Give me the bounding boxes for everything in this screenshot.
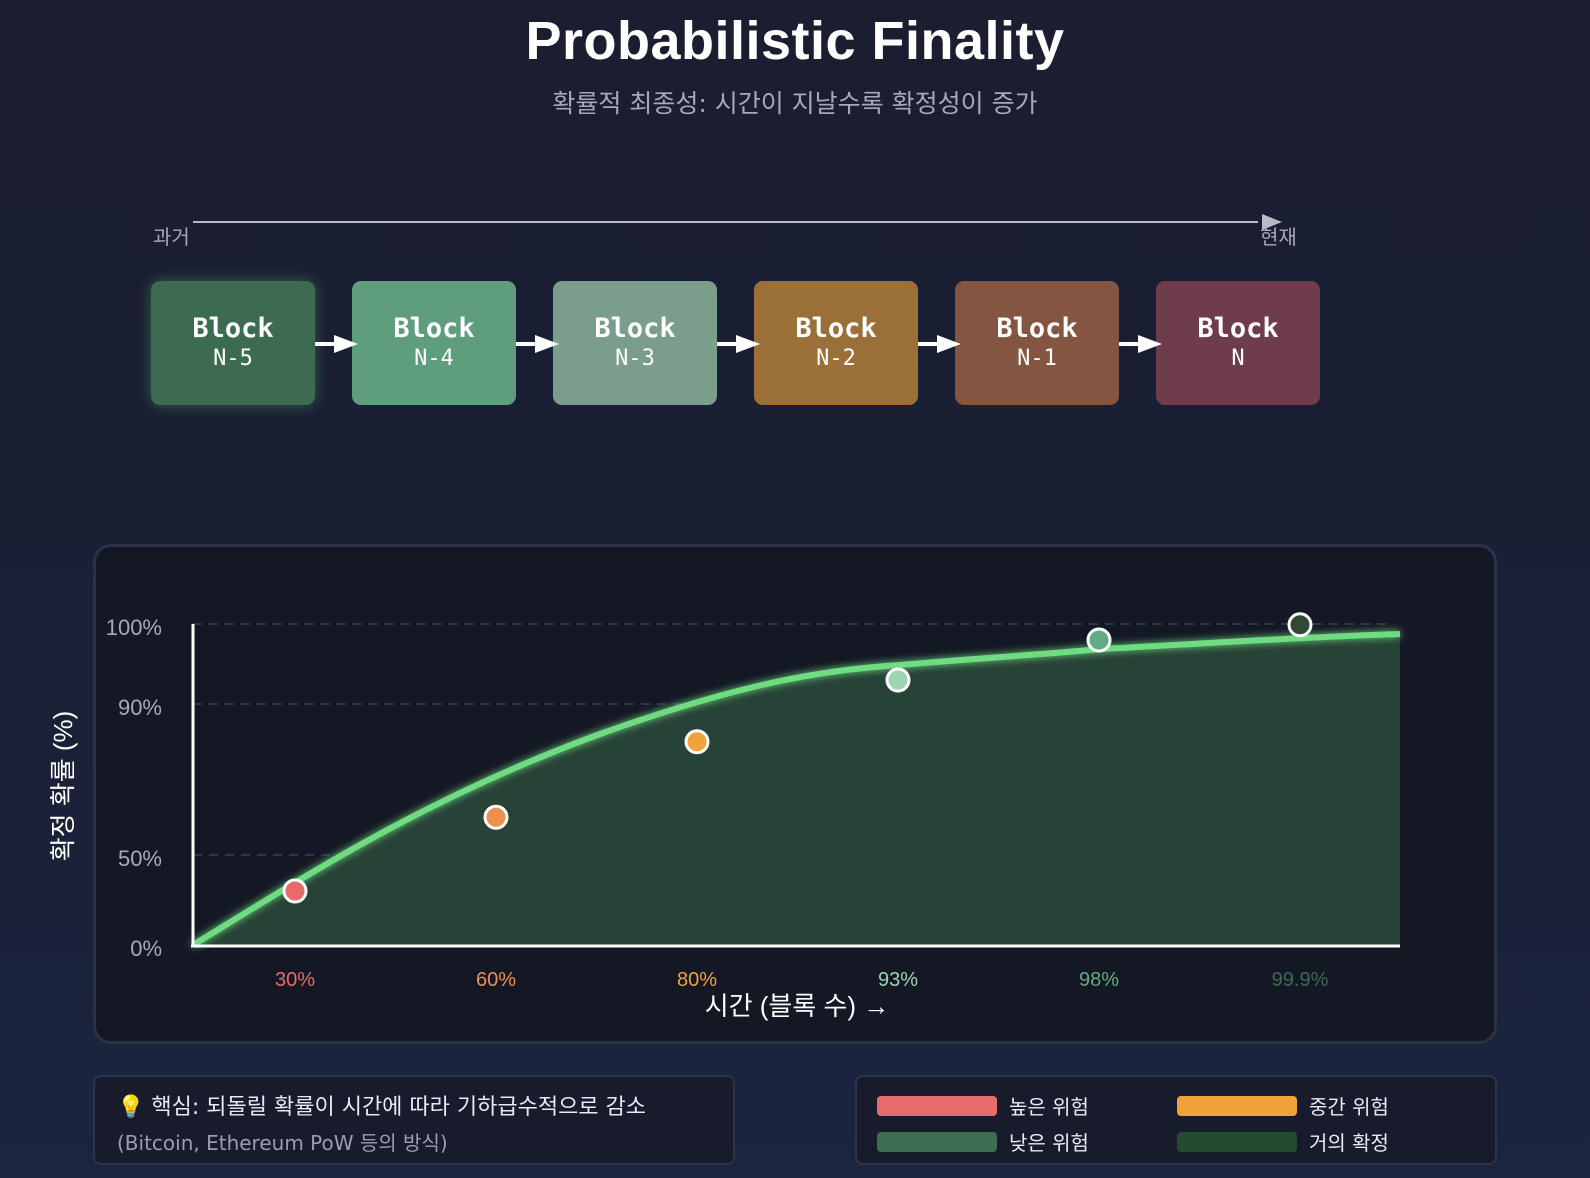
page-title: Probabilistic Finality xyxy=(525,11,1065,71)
legend-item-almost-final: 거의 확정 xyxy=(1177,1127,1389,1156)
block-number: N-4 xyxy=(414,346,454,371)
timeline-present-label: 현재 xyxy=(1260,225,1297,249)
block-label: Block xyxy=(795,313,877,344)
block-number: N xyxy=(1231,346,1245,371)
block-number: N-1 xyxy=(1017,346,1057,371)
y-tick-label: 0% xyxy=(130,936,162,961)
legend-label: 중간 위험 xyxy=(1309,1095,1389,1119)
block-n-2: Block N-2 xyxy=(754,281,918,405)
x-tick-label: 30% xyxy=(275,969,315,991)
legend-box: 높은 위험 중간 위험 낮은 위험 거의 확정 xyxy=(855,1075,1497,1165)
x-axis-label: 시간 (블록 수) → xyxy=(705,991,890,1021)
legend-label: 낮은 위험 xyxy=(1009,1131,1089,1155)
legend-item-low-risk: 낮은 위험 xyxy=(877,1127,1089,1156)
data-point xyxy=(483,804,509,830)
timeline-arrow xyxy=(193,214,1282,230)
block-arrows xyxy=(315,335,1162,353)
legend-swatch xyxy=(877,1131,997,1152)
legend-item-high-risk: 높은 위험 xyxy=(877,1091,1089,1120)
data-points xyxy=(282,612,1313,904)
timeline-past-label: 과거 xyxy=(153,225,190,249)
y-tick-label: 50% xyxy=(118,846,162,871)
key-note-text: 💡 핵심: 되돌릴 확률이 시간에 따라 기하급수적으로 감소 xyxy=(117,1095,647,1120)
curve-area xyxy=(193,634,1400,945)
block-n-4: Block N-4 xyxy=(352,281,516,405)
page-subtitle: 확률적 최종성: 시간이 지날수록 확정성이 증가 xyxy=(552,89,1038,118)
y-axis-label: 확정 확률 (%) xyxy=(48,711,78,862)
block-number: N-5 xyxy=(213,346,253,371)
curve-line xyxy=(191,631,1401,948)
y-tick-label: 90% xyxy=(118,695,162,720)
block-label: Block xyxy=(393,313,475,344)
block-label: Block xyxy=(1197,313,1279,344)
legend-item-medium-risk: 중간 위험 xyxy=(1177,1091,1389,1120)
x-tick-label: 60% xyxy=(476,969,516,991)
block-label: Block xyxy=(594,313,676,344)
block-n: Block N xyxy=(1156,281,1320,405)
y-tick-label: 100% xyxy=(106,615,162,640)
data-point xyxy=(1086,627,1112,653)
x-tick-label: 99.9% xyxy=(1272,969,1329,991)
block-number: N-3 xyxy=(615,346,655,371)
block-n-5: Block N-5 xyxy=(151,281,315,405)
finality-chart: 0% 50% 90% 100% 확정 확률 (%) 시간 (블록 수) → 30… xyxy=(48,612,1401,1021)
block-n-1: Block N-1 xyxy=(955,281,1119,405)
key-note-box: 💡 핵심: 되돌릴 확률이 시간에 따라 기하급수적으로 감소 (Bitcoin… xyxy=(93,1075,735,1165)
block-label: Block xyxy=(192,313,274,344)
block-number: N-2 xyxy=(816,346,856,371)
x-tick-label: 98% xyxy=(1079,969,1119,991)
block-n-3: Block N-3 xyxy=(553,281,717,405)
legend-label: 높은 위험 xyxy=(1009,1095,1089,1119)
x-tick-label: 93% xyxy=(878,969,918,991)
legend-swatch xyxy=(1177,1131,1297,1152)
block-label: Block xyxy=(996,313,1078,344)
x-tick-label: 80% xyxy=(677,969,717,991)
data-point xyxy=(684,729,710,755)
legend-label: 거의 확정 xyxy=(1309,1131,1389,1155)
legend-swatch xyxy=(877,1095,997,1116)
data-point xyxy=(282,878,308,904)
key-note-subtext: (Bitcoin, Ethereum PoW 등의 방식) xyxy=(117,1131,448,1155)
data-point xyxy=(1287,612,1313,638)
legend-swatch xyxy=(1177,1095,1297,1116)
data-point xyxy=(885,667,911,693)
